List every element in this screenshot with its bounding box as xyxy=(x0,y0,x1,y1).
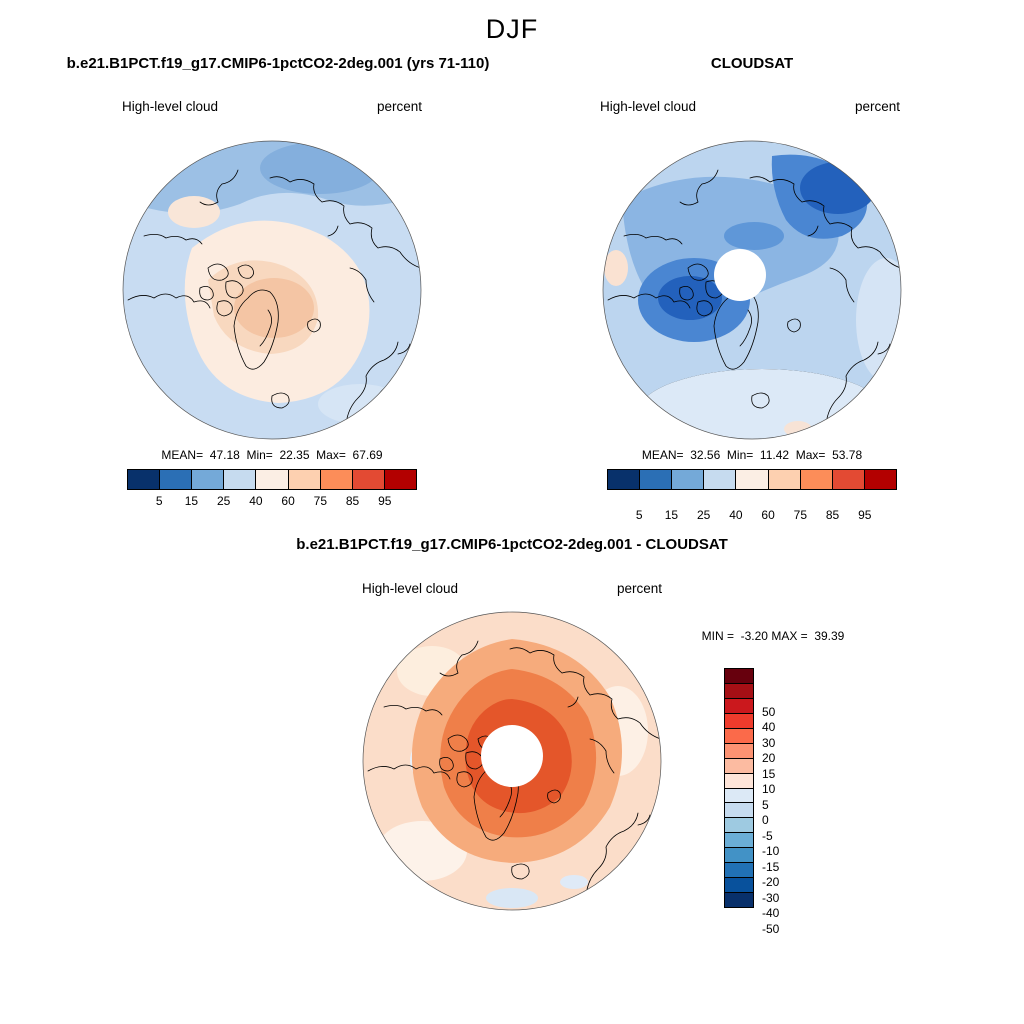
diff-contour-fill xyxy=(363,612,661,910)
diff-units-label: percent xyxy=(616,581,662,596)
pole-hole xyxy=(481,725,543,787)
model-field-row: High-level cloud percent xyxy=(122,99,422,114)
season-title: DJF xyxy=(485,14,539,44)
obs-field-row: High-level cloud percent xyxy=(600,99,900,114)
model-units-label: percent xyxy=(376,99,422,114)
model-field-label: High-level cloud xyxy=(122,99,219,114)
diff-map xyxy=(362,611,662,911)
model-colorbar-ticks: 5 15 25 40 60 75 85 95 xyxy=(155,494,392,508)
model-panel-title: b.e21.B1PCT.f19_g17.CMIP6-1pctCO2-2deg.0… xyxy=(66,55,490,72)
diff-field-label: High-level cloud xyxy=(362,581,459,596)
model-colorbar xyxy=(127,469,417,490)
obs-field-label: High-level cloud xyxy=(600,99,697,114)
obs-stats: MEAN= 32.56 Min= 11.42 Max= 53.78 xyxy=(641,448,863,462)
diff-field-row: High-level cloud percent xyxy=(362,581,662,596)
diff-colorbar-ticks: 50 40 30 20 15 10 5 0 -5 -10 -15 -20 -30 -40 -50 xyxy=(762,704,780,936)
obs-colorbar-ticks: 5 15 25 40 60 75 85 95 xyxy=(635,508,872,522)
obs-map xyxy=(602,140,902,440)
map-boundary xyxy=(362,611,662,911)
coastlines xyxy=(607,169,901,425)
pole-hole xyxy=(714,249,766,301)
model-map xyxy=(122,140,422,440)
obs-units-label: percent xyxy=(854,99,900,114)
diff-colorbar xyxy=(724,668,754,908)
obs-colorbar xyxy=(607,469,897,490)
map-boundary xyxy=(122,140,422,440)
diff-stats: MIN = -3.20 MAX = 39.39 xyxy=(701,629,845,643)
model-stats: MEAN= 47.18 Min= 22.35 Max= 67.69 xyxy=(161,448,383,462)
map-boundary xyxy=(602,140,902,440)
diff-panel-title: b.e21.B1PCT.f19_g17.CMIP6-1pctCO2-2deg.0… xyxy=(296,536,728,553)
obs-panel-title: CLOUDSAT xyxy=(710,55,794,72)
obs-contour-fill xyxy=(603,141,901,439)
model-contour-fill xyxy=(123,141,421,439)
